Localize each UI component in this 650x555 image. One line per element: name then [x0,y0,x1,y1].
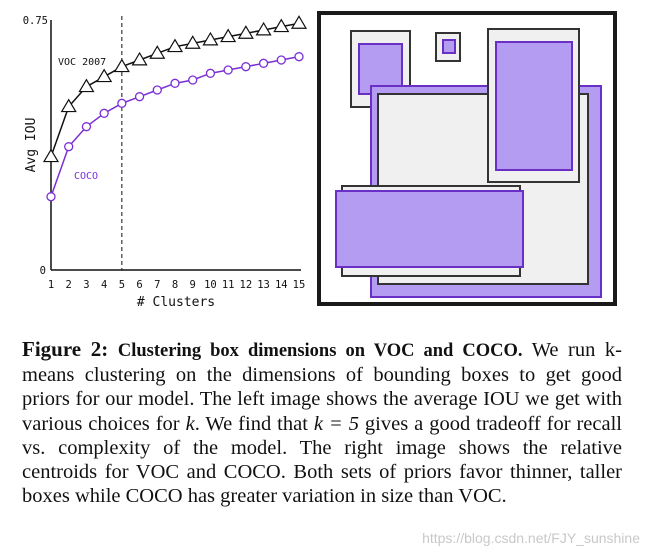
caption-math-k-equals-5: k = 5 [313,412,359,435]
y-axis-label: Avg IOU [24,118,39,173]
x-tick-label: 9 [190,279,196,291]
data-point-voc [60,98,77,113]
data-point-voc [202,31,219,46]
x-tick-label: 5 [119,279,125,291]
data-point-voc [237,25,254,39]
data-point-voc [273,18,290,33]
coco-centroid-box-2 [442,39,456,54]
x-tick-label: 1 [48,279,54,291]
data-point-voc [78,78,95,93]
x-tick-label: 2 [66,279,72,291]
data-point-coco [81,122,92,132]
x-tick-label: 15 [293,279,306,291]
data-point-coco [258,58,269,68]
data-point-coco [294,52,304,62]
chart-axes [50,16,301,271]
data-point-voc [220,28,237,43]
caption-text-3: gives a good tradeoff for recall vs. com… [22,412,622,508]
figure-caption: Figure 2: Clustering box dimensions on V… [22,337,622,508]
data-point-voc [290,15,308,29]
figure-title: Clustering box dimensions on VOC and COC… [117,341,523,361]
data-point-voc [166,38,184,53]
data-point-coco [170,78,180,88]
data-point-voc [131,51,148,66]
data-point-coco [241,62,251,72]
y-tick-label: 0.75 [23,15,48,27]
x-axis-label: # Clusters [137,295,215,310]
series-label-coco: COCO [74,171,98,182]
data-point-coco [64,142,74,152]
x-tick-label: 10 [204,279,217,291]
data-point-voc [255,21,272,36]
x-tick-label: 8 [172,279,178,291]
data-point-voc [96,68,113,83]
x-tick-label: 7 [154,279,160,291]
coco-centroid-box-4 [495,41,573,171]
caption-text-2: . We find that [194,412,314,435]
x-tick-label: 13 [257,279,270,291]
data-point-coco [223,65,233,75]
x-tick-label: 4 [101,279,107,291]
data-point-coco [276,55,286,65]
figure-label: Figure 2: [22,337,109,361]
series-label-voc: VOC 2007 [58,57,106,68]
x-tick-label: 14 [275,279,288,291]
caption-text-1: We run k-means clustering on the dimensi… [22,339,623,435]
data-point-coco [99,108,109,118]
x-tick-label: 11 [222,279,235,291]
data-point-coco [205,68,216,78]
centroid-visualization [317,11,617,306]
data-point-voc [149,45,166,59]
watermark: https://blog.csdn.net/FJY_sunshine [422,530,640,546]
data-point-coco [46,192,56,202]
coco-centroid-box-5 [335,190,524,268]
voc-centroid-box-2 [435,32,461,62]
x-tick-label: 12 [240,279,253,291]
data-point-coco [134,92,145,102]
chart-series [42,15,308,202]
x-tick-label: 6 [136,279,142,291]
data-point-voc [184,35,201,49]
data-point-voc [42,148,60,163]
data-point-coco [188,75,198,85]
data-point-coco [117,98,127,108]
data-point-voc [113,58,130,73]
caption-math-k: k [185,412,195,435]
data-point-coco [152,85,162,95]
y-tick-label: 0 [40,265,46,277]
x-tick-label: 3 [83,279,89,291]
